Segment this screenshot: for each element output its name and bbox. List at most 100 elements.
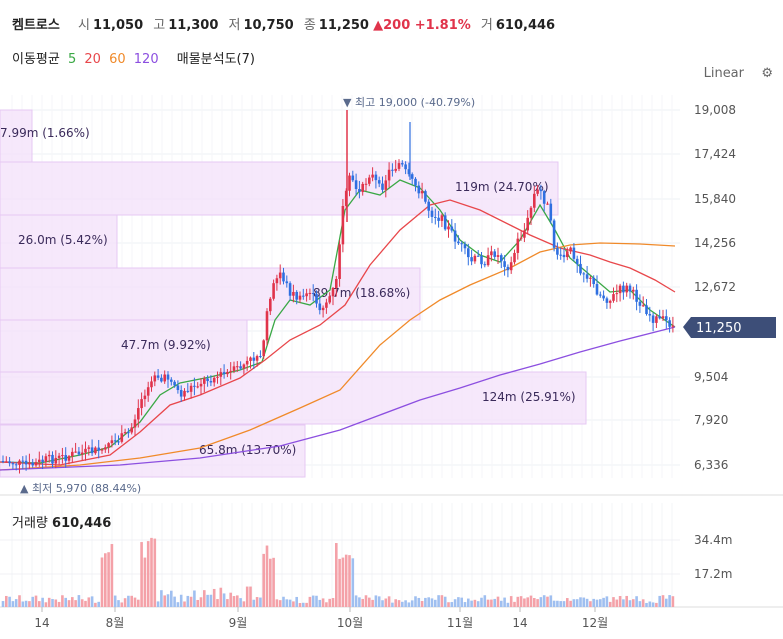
volume-bar — [38, 601, 41, 607]
volume-bar — [97, 601, 100, 607]
volume-bar — [308, 596, 312, 607]
volume-profile-label: 47.7m (9.92%) — [121, 338, 211, 352]
candle — [245, 360, 249, 365]
candle — [110, 440, 114, 444]
scale-selector[interactable]: Linear — [703, 66, 744, 81]
candle — [44, 456, 48, 462]
candle — [67, 456, 71, 461]
volume-bar — [562, 601, 566, 607]
candle — [450, 226, 454, 231]
volume-bar — [245, 586, 249, 607]
volume-bar — [1, 601, 5, 607]
volume-bar — [189, 596, 193, 607]
volume-bar — [509, 596, 513, 607]
volume-bar — [552, 600, 556, 607]
volume-bar — [559, 601, 562, 607]
candle — [503, 261, 506, 267]
ma-line — [0, 326, 676, 471]
volume-bar — [569, 600, 572, 607]
gear-icon[interactable]: ⚙ — [761, 66, 773, 81]
candle — [160, 377, 163, 382]
ma-legend[interactable]: 이동평균 5 20 60 120 매물분석도(7) — [12, 48, 259, 67]
volume-bar — [236, 595, 239, 607]
candle — [137, 408, 140, 420]
candle — [5, 461, 8, 463]
open-value: 11,050 — [92, 18, 144, 33]
volume-bar — [107, 552, 110, 607]
candle — [282, 272, 285, 282]
volume-bar — [394, 599, 397, 607]
volume-bar — [71, 597, 74, 607]
volume-bar — [440, 595, 444, 607]
volume-bar — [473, 599, 477, 607]
candle — [437, 217, 440, 221]
candle — [193, 385, 196, 387]
volume-bar — [381, 600, 384, 607]
volume-bar — [608, 601, 612, 607]
volume-bar — [579, 597, 582, 607]
candle — [325, 302, 328, 308]
candle — [480, 255, 483, 265]
candle — [569, 247, 572, 252]
volume-bar — [137, 599, 140, 607]
y-tick-label: 12,672 — [694, 280, 736, 294]
volume-bar — [605, 596, 609, 607]
candle — [94, 447, 97, 454]
candle — [410, 174, 414, 179]
volume-bar — [186, 595, 190, 607]
candle — [566, 251, 569, 258]
volume-bar — [539, 597, 543, 607]
candle — [120, 433, 124, 442]
candle — [391, 169, 394, 171]
volume-bar — [67, 600, 71, 607]
high-value: 11,300 — [168, 18, 219, 33]
candle — [140, 399, 143, 409]
volume-profile-toggle[interactable]: 매물분석도(7) — [176, 52, 255, 67]
volume-bar — [384, 598, 388, 607]
volume-bar — [318, 599, 322, 607]
volume-bar — [661, 595, 665, 607]
candle — [328, 296, 331, 303]
ma-5: 5 — [67, 52, 77, 67]
volume-bar — [526, 597, 529, 607]
candle — [671, 325, 675, 327]
candle — [97, 447, 100, 451]
volume-bar — [420, 601, 424, 607]
volume-bar — [239, 598, 242, 607]
volume-bar — [278, 600, 282, 607]
volume-bar — [57, 601, 61, 607]
volume-bar — [255, 597, 259, 607]
candle — [536, 189, 539, 194]
candle — [496, 255, 500, 257]
volume-bar — [387, 596, 391, 607]
volume-bar — [490, 599, 493, 607]
candle — [490, 251, 493, 256]
candle — [232, 366, 236, 371]
ma-legend-label: 이동평균 — [12, 52, 60, 67]
volume-bar — [176, 602, 180, 607]
candle — [612, 294, 615, 301]
x-tick-label: 9월 — [229, 616, 248, 630]
candle — [361, 183, 364, 193]
y-tick-label: 15,840 — [694, 192, 736, 206]
candle — [377, 180, 381, 184]
candle — [51, 454, 54, 464]
volume-bar — [242, 601, 246, 607]
volume-bar — [556, 600, 559, 607]
candle — [460, 243, 463, 245]
volume-bar — [87, 597, 91, 607]
candle — [509, 262, 513, 271]
candle — [605, 298, 609, 303]
candle — [265, 311, 269, 341]
candle — [292, 291, 295, 296]
candle — [542, 191, 546, 204]
volume-profile-label: 26.0m (5.42%) — [18, 233, 108, 247]
candle — [28, 462, 31, 465]
candle — [572, 247, 576, 259]
candle — [262, 340, 265, 357]
volume-label: 거래량 610,446 — [12, 512, 111, 531]
candle — [628, 285, 632, 292]
candle — [575, 258, 579, 264]
volume-tick-label: 17.2m — [694, 567, 732, 581]
